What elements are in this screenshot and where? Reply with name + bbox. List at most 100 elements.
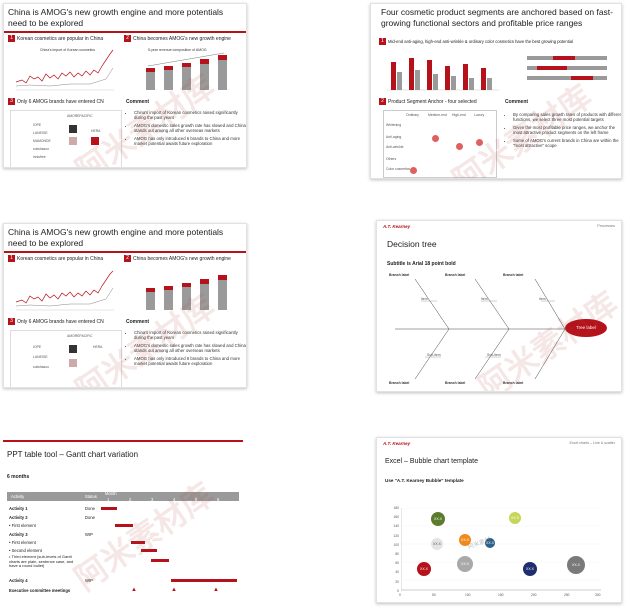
slide-thumbnail-6[interactable]: A.T. Kearney Excel charts – Line & scatt… <box>376 437 622 603</box>
bubble: XX.X <box>431 538 443 550</box>
slide-title: China is AMOG's new growth engine and mo… <box>8 227 224 248</box>
status-label: WIP <box>85 578 93 583</box>
slide-thumbnail-4[interactable]: A.T. Kearney Processes Decision tree Sub… <box>376 220 622 392</box>
brand-logo: LANEIGE <box>33 355 48 359</box>
anchor-matrix: Ordinary Medium-end High-end Luxury Whit… <box>383 110 497 178</box>
segment-dot <box>432 135 439 142</box>
brand-logo: AMOREPACIFIC <box>67 114 93 118</box>
branch-label: Branch label <box>503 273 524 277</box>
gantt-row: Executive committee meetings ▲ ▲ ▲ <box>9 586 237 595</box>
item-label: Item <box>421 297 428 301</box>
slide-subtitle: Subtitle is Arial 18 point bold <box>387 261 456 267</box>
section-number: 3 <box>8 98 15 105</box>
brand-logo: IOPE <box>33 345 42 349</box>
comment-item: Given the most profitable price ranges, … <box>513 125 621 136</box>
y-tick: 0 <box>397 588 399 593</box>
activity-label: • First element <box>9 540 36 545</box>
section-china-growth: 2 China becomes AMOG's new growth engine <box>124 255 231 263</box>
slide-title: Four cosmetic product segments are ancho… <box>381 7 613 28</box>
section-number: 2 <box>124 35 131 42</box>
bubble-label: XX.X <box>433 542 441 546</box>
comment-list: China's import of Korean cosmetics raise… <box>126 110 246 148</box>
gantt-row: • First element <box>9 538 237 547</box>
month-tick: 1 <box>107 497 110 502</box>
slide-title: China is AMOG's new growth engine and mo… <box>8 7 224 28</box>
section-label: China becomes AMOG's new growth engine <box>133 36 231 42</box>
slide-thumbnail-1[interactable]: China is AMOG's new growth engine and mo… <box>3 3 247 168</box>
bubble-label: XX.X <box>420 567 428 571</box>
comment-list: China's import of Korean cosmetics raise… <box>126 330 246 368</box>
y-tick: 160 <box>393 515 399 520</box>
chart-title: China's import of Korean cosmetics <box>40 48 95 52</box>
slide-subtitle: Use "A.T. Kearney Bubble" template <box>385 478 464 483</box>
section-korean-popular: 1 Korean cosmetics are popular in China <box>8 255 103 263</box>
gantt-bar <box>101 507 117 510</box>
y-tick: 80 <box>395 552 399 557</box>
bubble: XX.X <box>459 534 471 546</box>
y-tick: 180 <box>393 506 399 510</box>
bubble: XX.X <box>523 562 537 576</box>
activity-label: Activity 2 <box>9 515 28 520</box>
bubble-label: XX.X <box>486 541 494 545</box>
branch-label: Branch label <box>389 273 410 277</box>
brand-logo: HERA <box>93 345 103 349</box>
section-label: Only 6 AMOG brands have entered CN <box>17 319 104 325</box>
section-brands: 3 Only 6 AMOG brands have entered CN <box>8 318 104 326</box>
sub-item-label: Sub-item <box>487 353 501 357</box>
activity-label: Executive committee meetings <box>9 588 71 593</box>
col-activity: Activity <box>11 494 25 499</box>
item-label: Item <box>481 297 488 301</box>
brand-logo: sulwhasoo <box>33 147 50 151</box>
gantt-row: • First element <box>9 521 237 530</box>
product-photo <box>91 137 99 145</box>
segment-dot <box>456 143 463 150</box>
month-tick: 5 <box>195 497 198 502</box>
activity-label: • Second element <box>9 548 42 553</box>
activity-label: Activity 3 <box>9 532 28 537</box>
section-number: 1 <box>8 35 15 42</box>
col-label: Medium-end <box>428 113 447 117</box>
section-number: 2 <box>124 255 131 262</box>
x-tick: 0 <box>399 593 401 597</box>
row-label: Whitening <box>386 123 402 127</box>
title-divider <box>4 251 246 253</box>
branch-label: Branch label <box>445 381 466 385</box>
gantt-bar <box>131 541 145 544</box>
slide-thumbnail-3[interactable]: China is AMOG's new growth engine and mo… <box>3 223 247 388</box>
status-label: WIP <box>85 532 93 537</box>
section-korean-popular: 1 Korean cosmetics are popular in China <box>8 35 103 43</box>
milestone-icon: ▲ <box>171 587 177 593</box>
corner-tag: Processes <box>597 224 615 228</box>
slide-thumbnail-2[interactable]: Four cosmetic product segments are ancho… <box>370 3 622 179</box>
gantt-bar <box>115 524 133 527</box>
brand-logo: LANEIGE <box>33 131 48 135</box>
x-tick: 250 <box>564 593 570 597</box>
segment-bar-chart <box>387 58 499 91</box>
y-tick: 20 <box>395 579 399 584</box>
section-growth-potential: 1 Mid-end anti-aging, high-end anti-wrink… <box>379 38 573 46</box>
month-tick: 4 <box>173 497 176 502</box>
brand-logo: MAMONDE <box>33 139 51 143</box>
section-number: 1 <box>8 255 15 262</box>
y-axis-ticks: 180 160 140 120 100 80 60 40 20 0 <box>385 504 399 596</box>
section-anchor: 2 Product Segment Anchor - four selected <box>379 98 477 106</box>
col-label: Luxury <box>474 113 485 117</box>
product-photo <box>69 125 77 133</box>
y-tick: 140 <box>393 524 399 529</box>
row-label: Others <box>386 157 397 161</box>
comment-item: AMOG has only introduced 6 brands to Chi… <box>134 356 246 367</box>
bubble: XX.X <box>457 556 473 572</box>
branch-label: Branch label <box>503 381 524 385</box>
y-tick: 100 <box>393 542 399 547</box>
gantt-bar <box>171 579 237 582</box>
bubble: XX.X <box>431 512 445 526</box>
slide-title: PPT table tool – Gantt chart variation <box>7 450 139 459</box>
bubble-label: XX.X <box>434 517 442 521</box>
item-label: Item <box>539 297 546 301</box>
comment-item: China's import of Korean cosmetics raise… <box>134 330 246 341</box>
slide-thumbnail-5[interactable]: PPT table tool – Gantt chart variation 6… <box>3 440 243 600</box>
branch-label: Branch label <box>445 273 466 277</box>
gantt-row: Activity 4 WIP <box>9 576 237 585</box>
revenue-bar-chart: 5-year revenue composition of AMOG <box>146 48 227 90</box>
bubble-label: XX.X <box>526 567 534 571</box>
